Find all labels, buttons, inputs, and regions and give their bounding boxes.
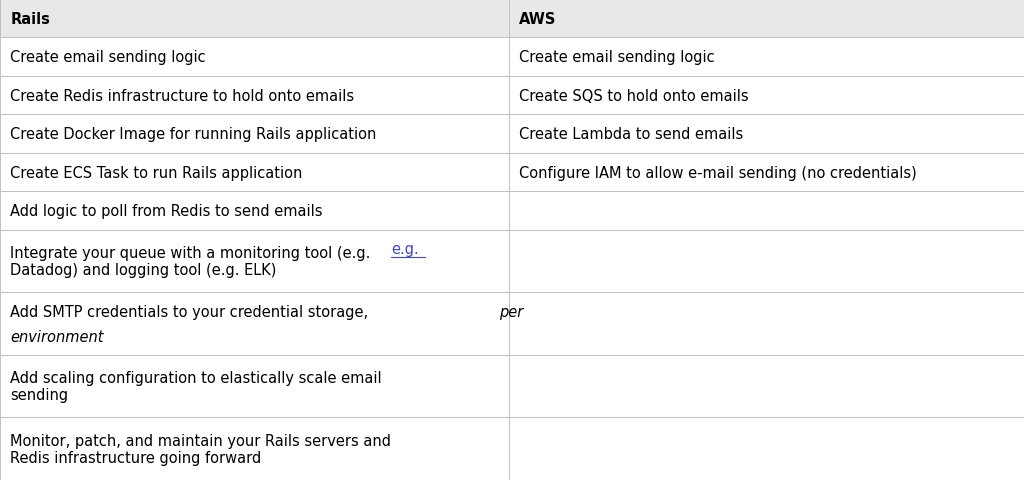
- Bar: [0, 0, 1024, 38]
- Text: environment: environment: [10, 329, 103, 344]
- Text: per: per: [499, 304, 523, 319]
- Bar: [0, 293, 1024, 355]
- Text: Add logic to poll from Redis to send emails: Add logic to poll from Redis to send ema…: [10, 204, 323, 219]
- Text: AWS: AWS: [519, 12, 556, 27]
- Bar: [0, 115, 1024, 154]
- Bar: [0, 418, 1024, 480]
- Bar: [0, 230, 1024, 293]
- Text: Create email sending logic: Create email sending logic: [519, 50, 715, 65]
- Text: Create ECS Task to run Rails application: Create ECS Task to run Rails application: [10, 165, 303, 180]
- Text: Create email sending logic: Create email sending logic: [10, 50, 206, 65]
- Text: Create Lambda to send emails: Create Lambda to send emails: [519, 127, 743, 142]
- Bar: [0, 355, 1024, 418]
- Text: Monitor, patch, and maintain your Rails servers and
Redis infrastructure going f: Monitor, patch, and maintain your Rails …: [10, 432, 391, 465]
- Text: Integrate your queue with a monitoring tool (e.g.
Datadog) and logging tool (e.g: Integrate your queue with a monitoring t…: [10, 245, 371, 278]
- Bar: [0, 38, 1024, 77]
- Text: Add scaling configuration to elastically scale email
sending: Add scaling configuration to elastically…: [10, 370, 382, 403]
- Text: Rails: Rails: [10, 12, 50, 27]
- Bar: [0, 154, 1024, 192]
- Text: e.g.: e.g.: [391, 241, 419, 257]
- Text: Create SQS to hold onto emails: Create SQS to hold onto emails: [519, 88, 749, 104]
- Text: Create Docker Image for running Rails application: Create Docker Image for running Rails ap…: [10, 127, 377, 142]
- Text: Configure IAM to allow e-mail sending (no credentials): Configure IAM to allow e-mail sending (n…: [519, 165, 916, 180]
- Text: Create Redis infrastructure to hold onto emails: Create Redis infrastructure to hold onto…: [10, 88, 354, 104]
- Bar: [0, 77, 1024, 115]
- Text: Add SMTP credentials to your credential storage,: Add SMTP credentials to your credential …: [10, 304, 373, 319]
- Bar: [0, 192, 1024, 230]
